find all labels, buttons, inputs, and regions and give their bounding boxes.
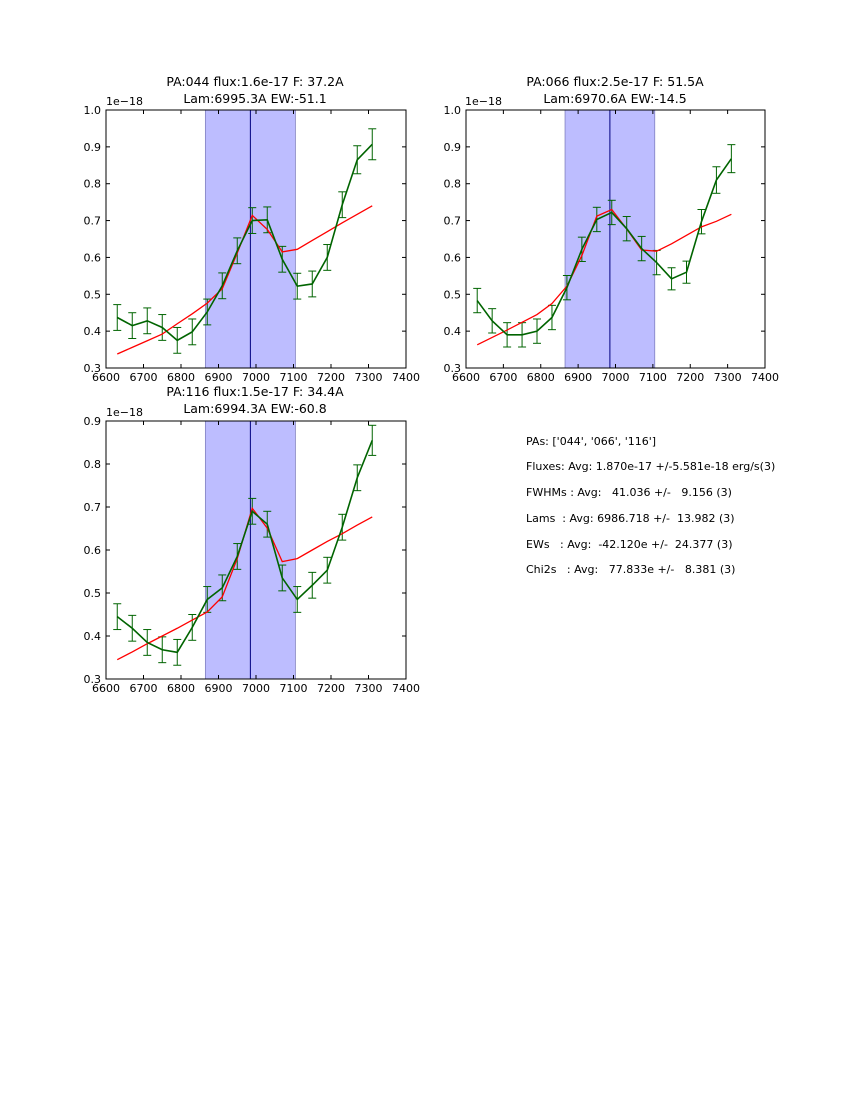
x-tick-label: 7300 — [714, 371, 742, 384]
summary-line-chi2s: Chi2s : Avg: 77.833e +/- 8.381 (3) — [526, 563, 735, 576]
y-tick-label: 1.0 — [84, 104, 102, 117]
y-tick-label: 0.4 — [84, 630, 102, 643]
x-tick-label: 6700 — [130, 682, 158, 695]
x-tick-label: 7400 — [392, 682, 420, 695]
panel-pa044: PA:044 flux:1.6e-17 F: 37.2A Lam:6995.3A… — [84, 74, 421, 384]
x-tick-label: 7200 — [317, 682, 345, 695]
x-tick-label: 7400 — [751, 371, 779, 384]
panel-title-line2: Lam:6970.6A EW:-14.5 — [543, 91, 686, 106]
plot-area: 6600 6700 6800 6900 7000 7100 7200 7300 7400 0.3 0… — [444, 104, 780, 384]
y-tick-label: 0.7 — [84, 215, 102, 228]
x-tick-label: 7000 — [602, 371, 630, 384]
plot-area: 6600 6700 6800 6900 7000 7100 7200 7300 7400 0.3 0… — [84, 104, 421, 384]
y-tick-label: 0.6 — [84, 251, 102, 264]
x-tick-label: 6800 — [167, 682, 195, 695]
summary-line-pas: PAs: ['044', '066', '116'] — [526, 435, 656, 448]
y-tick-label: 0.3 — [84, 362, 102, 375]
panel-title-line2: Lam:6994.3A EW:-60.8 — [183, 401, 326, 416]
y-tick-label: 0.9 — [84, 415, 102, 428]
y-tick-label: 0.9 — [444, 141, 462, 154]
summary-block: PAs: ['044', '066', '116'] Fluxes: Avg: … — [526, 435, 775, 576]
x-tick-label: 7400 — [392, 371, 420, 384]
y-tick-label: 0.6 — [84, 544, 102, 557]
y-offset-label: 1e−18 — [106, 95, 143, 108]
y-tick-label: 0.3 — [444, 362, 462, 375]
panel-pa116: PA:116 flux:1.5e-17 F: 34.4A Lam:6994.3A… — [84, 384, 421, 695]
x-tick-label: 6800 — [167, 371, 195, 384]
y-tick-label: 0.4 — [84, 325, 102, 338]
y-offset-label: 1e−18 — [465, 95, 502, 108]
y-tick-label: 1.0 — [444, 104, 462, 117]
y-tick-label: 0.3 — [84, 673, 102, 686]
x-tick-label: 6600 — [452, 371, 480, 384]
summary-line-fluxes: Fluxes: Avg: 1.870e-17 +/-5.581e-18 erg/… — [526, 460, 775, 473]
y-tick-label: 0.9 — [84, 141, 102, 154]
y-tick-label: 0.5 — [84, 288, 102, 301]
data-series-line — [476, 158, 733, 336]
y-tick-label: 0.8 — [444, 178, 462, 191]
x-tick-label: 7200 — [317, 371, 345, 384]
model-series-line — [476, 208, 732, 346]
y-offset-label: 1e−18 — [106, 406, 143, 419]
x-tick-label: 6700 — [130, 371, 158, 384]
x-tick-label: 6600 — [92, 371, 120, 384]
summary-line-fwhms: FWHMs : Avg: 41.036 +/- 9.156 (3) — [526, 486, 732, 499]
x-tick-label: 6900 — [205, 371, 233, 384]
summary-line-ews: EWs : Avg: -42.120e +/- 24.377 (3) — [526, 538, 733, 551]
panel-title-line1: PA:044 flux:1.6e-17 F: 37.2A — [166, 74, 344, 89]
panel-title-line2: Lam:6995.3A EW:-51.1 — [183, 91, 326, 106]
y-tick-label: 0.5 — [84, 587, 102, 600]
y-tick-label: 0.7 — [444, 215, 462, 228]
y-tick-label: 0.8 — [84, 178, 102, 191]
x-tick-label: 7000 — [242, 371, 270, 384]
panel-pa066: PA:066 flux:2.5e-17 F: 51.5A Lam:6970.6A… — [444, 74, 780, 384]
panel-title-line1: PA:066 flux:2.5e-17 F: 51.5A — [526, 74, 704, 89]
x-tick-label: 7000 — [242, 682, 270, 695]
data-series-line — [116, 440, 373, 654]
panel-title-line1: PA:116 flux:1.5e-17 F: 34.4A — [166, 384, 344, 399]
y-tick-label: 0.5 — [444, 288, 462, 301]
plot-area: 6600 6700 6800 6900 7000 7100 7200 7300 7400 0.3 0… — [84, 415, 421, 695]
x-tick-label: 6900 — [564, 371, 592, 384]
y-tick-label: 0.7 — [84, 501, 102, 514]
y-tick-label: 0.8 — [84, 458, 102, 471]
x-tick-label: 7200 — [676, 371, 704, 384]
x-tick-label: 7100 — [639, 371, 667, 384]
x-tick-label: 6900 — [205, 682, 233, 695]
y-tick-label: 0.4 — [444, 325, 462, 338]
x-tick-label: 6600 — [92, 682, 120, 695]
y-tick-label: 0.6 — [444, 251, 462, 264]
x-tick-label: 7300 — [355, 371, 383, 384]
x-tick-label: 6700 — [489, 371, 517, 384]
summary-line-lams: Lams : Avg: 6986.718 +/- 13.982 (3) — [526, 512, 735, 525]
x-tick-label: 7100 — [280, 682, 308, 695]
x-tick-label: 7100 — [280, 371, 308, 384]
data-series-line — [116, 143, 373, 342]
x-tick-label: 7300 — [355, 682, 383, 695]
x-tick-label: 6800 — [527, 371, 555, 384]
